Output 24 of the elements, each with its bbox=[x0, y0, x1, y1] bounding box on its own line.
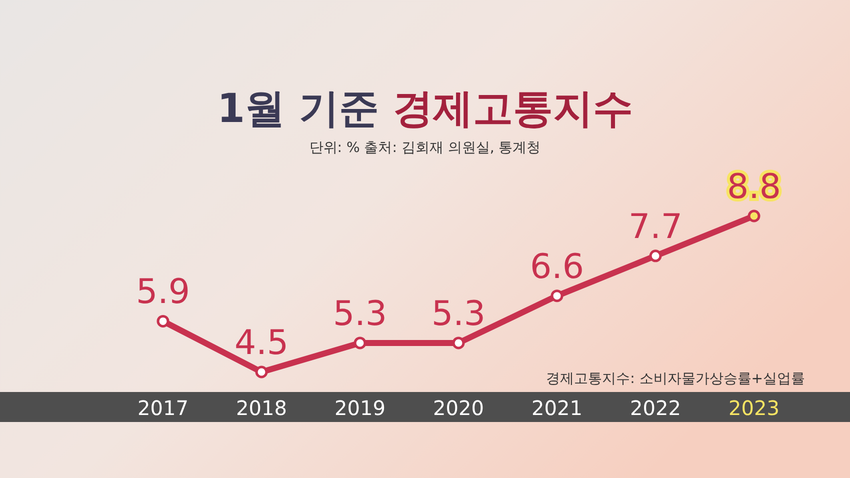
x-tick-label: 2018 bbox=[236, 396, 287, 420]
data-label: 5.3 bbox=[332, 294, 388, 334]
point bbox=[452, 336, 465, 350]
data-label: 5.9 bbox=[136, 272, 190, 312]
chart-title: 1월 기준 경제고통지수 bbox=[217, 86, 633, 132]
x-tick-label: 2019 bbox=[334, 396, 386, 420]
x-tick-label: 2023 bbox=[728, 396, 780, 420]
point bbox=[156, 314, 170, 328]
point bbox=[748, 210, 760, 222]
annotation: 경제고통지수: 소비자물가상승률+실업률 bbox=[546, 371, 805, 387]
data-label: 6.6 bbox=[530, 246, 584, 287]
point bbox=[354, 336, 366, 350]
data-label: 5.3 bbox=[431, 294, 486, 334]
chart-subtitle: 단위: % 출처: 김회재 의원실, 통계청 bbox=[309, 140, 541, 156]
x-tick-label: 2020 bbox=[433, 396, 484, 420]
point bbox=[649, 250, 662, 262]
data-label: 4.5 bbox=[234, 323, 289, 363]
data-label: 7.7 bbox=[628, 206, 683, 247]
point bbox=[255, 366, 268, 378]
data-label: 8.8 bbox=[726, 167, 782, 207]
x-tick-label: 2021 bbox=[532, 396, 582, 420]
x-tick-label: 2017 bbox=[138, 396, 188, 420]
x-tick-label: 2022 bbox=[630, 396, 681, 420]
point bbox=[550, 290, 564, 302]
